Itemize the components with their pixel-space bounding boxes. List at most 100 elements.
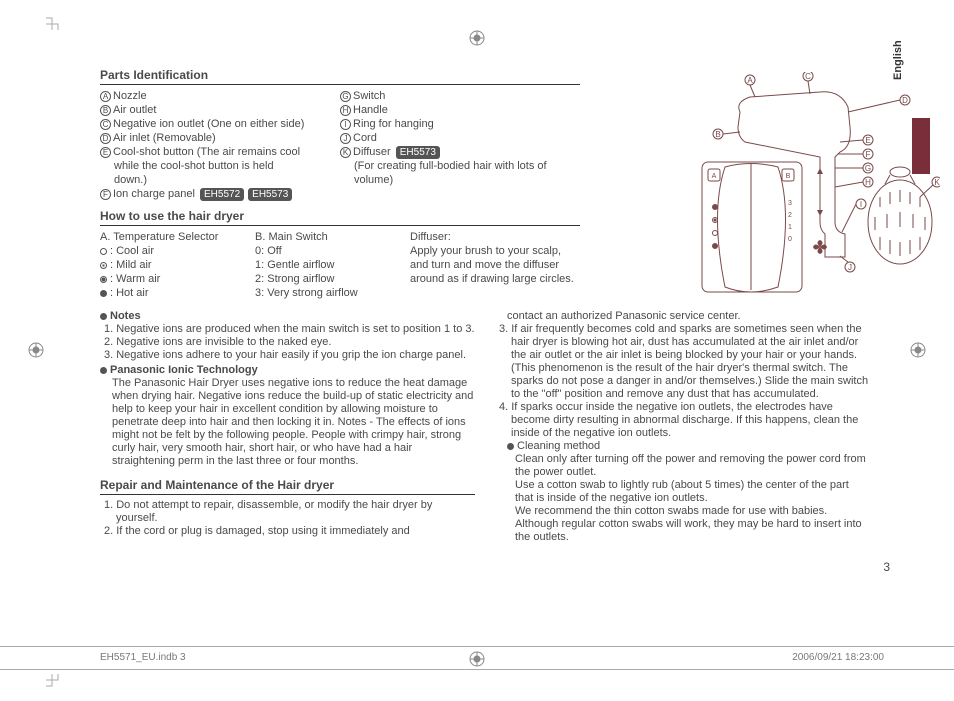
right-item4: 4. If sparks occur inside the negative i… [495,401,870,440]
svg-text:E: E [865,136,870,145]
part-b: Air outlet [113,104,156,116]
dot-icon [507,443,514,450]
part-k-note: (For creating full-bodied hair with lots… [340,159,580,187]
diagram-switch-a: A [712,173,717,180]
howto-columns: A. Temperature Selector : Cool air : Mil… [100,230,580,300]
ionic-label: Panasonic Ionic Technology [110,364,258,376]
switch-1: 1: Gentle airflow [255,258,410,272]
page-content: English Parts Identification ANozzle BAi… [100,68,890,544]
svg-text:G: G [865,164,871,173]
registration-mark-icon [469,30,485,46]
label-k-icon: K [340,147,351,158]
note-2: 2. Negative ions are invisible to the na… [100,336,475,349]
label-a-icon: A [100,91,111,102]
ionic-text: The Panasonic Hair Dryer uses negative i… [100,377,475,468]
heading-parts: Parts Identification [100,68,580,85]
temp-warm: : Warm air [110,273,160,285]
part-e-cont1: while the cool-shot button is held [100,159,340,173]
scale-0: 0 [788,236,792,243]
clean-2: Use a cotton swab to lightly rub (about … [495,479,870,505]
svg-text:K: K [934,178,940,187]
part-h: Handle [353,104,388,116]
heading-repair: Repair and Maintenance of the Hair dryer [100,478,475,495]
repair-2: 2. If the cord or plug is damaged, stop … [100,525,475,538]
part-e: Cool-shot button (The air remains cool [113,146,300,158]
switch-2: 2: Strong airflow [255,272,410,286]
label-g-icon: G [340,91,351,102]
label-b-icon: B [100,105,111,116]
part-c: Negative ion outlet (One on either side) [113,118,304,130]
registration-mark-icon [469,651,485,667]
scale-1: 1 [788,224,792,231]
label-c-icon: C [100,119,111,130]
howto-col-a: A. Temperature Selector : Cool air : Mil… [100,230,255,300]
registration-mark-icon [28,342,44,358]
temp-cool: : Cool air [110,245,154,257]
registration-mark-icon [910,342,926,358]
diagram-switch-b: B [786,173,791,180]
clean-label: Cleaning method [517,440,600,452]
svg-text:B: B [715,130,720,139]
note-3: 3. Negative ions adhere to your hair eas… [100,349,475,362]
repair-1: 1. Do not attempt to repair, disassemble… [100,499,475,525]
svg-text:J: J [848,263,852,272]
part-j: Cord [353,132,377,144]
heading-howto: How to use the hair dryer [100,209,580,226]
howto-c-title: Diffuser: [410,230,580,244]
badge-eh5572: EH5572 [200,188,244,201]
badge-eh5573-1: EH5573 [248,188,292,201]
switch-3: 3: Very strong airflow [255,286,410,300]
parts-columns: ANozzle BAir outlet CNegative ion outlet… [100,89,580,201]
temp-hot: : Hot air [110,287,149,299]
scale-2: 2 [788,212,792,219]
part-k: Diffuser [353,146,391,158]
part-i: Ring for hanging [353,118,434,130]
part-g: Switch [353,90,385,102]
howto-b-title: B. Main Switch [255,230,410,244]
hairdryer-diagram: A B 3 2 1 0 [690,72,940,312]
note-1: 1. Negative ions are produced when the m… [100,323,475,336]
crop-mark-icon [46,6,70,30]
temp-mild: : Mild air [110,259,152,271]
svg-text:A: A [747,76,753,85]
body-columns: Notes 1. Negative ions are produced when… [100,310,890,544]
footer-timestamp: 2006/09/21 18:23:00 [792,652,884,663]
part-d: Air inlet (Removable) [113,132,216,144]
howto-col-b: B. Main Switch 0: Off 1: Gentle airflow … [255,230,410,300]
svg-text:C: C [805,72,811,81]
label-e-icon: E [100,147,111,158]
label-j-icon: J [340,133,351,144]
parts-col-left: ANozzle BAir outlet CNegative ion outlet… [100,89,340,201]
crop-mark-icon [46,674,70,698]
part-a: Nozzle [113,90,147,102]
temp-icon-cool [100,248,107,255]
howto-a-title: A. Temperature Selector [100,230,255,244]
scale-3: 3 [788,200,792,207]
parts-col-right: GSwitch HHandle IRing for hanging JCord … [340,89,580,201]
body-col-left: Notes 1. Negative ions are produced when… [100,310,485,544]
part-f: Ion charge panel [113,188,195,200]
body-col-right: contact an authorized Panasonic service … [485,310,870,544]
page-number: 3 [883,560,890,574]
label-f-icon: F [100,189,111,200]
label-h-icon: H [340,105,351,116]
dot-icon [100,367,107,374]
clean-3: We recommend the thin cotton swabs made … [495,505,870,544]
badge-eh5573-2: EH5573 [396,146,440,159]
svg-text:F: F [866,150,871,159]
clean-1: Clean only after turning off the power a… [495,453,870,479]
label-i-icon: I [340,119,351,130]
svg-text:I: I [860,200,862,209]
svg-text:H: H [865,178,871,187]
notes-label: Notes [110,310,141,322]
temp-icon-hot [100,290,107,297]
label-d-icon: D [100,133,111,144]
right-item3: 3. If air frequently becomes cold and sp… [495,323,870,401]
diffuser-text: Apply your brush to your scalp, and turn… [410,244,580,286]
svg-text:D: D [902,96,908,105]
temp-icon-warm [100,276,107,283]
switch-0: 0: Off [255,244,410,258]
howto-col-c: Diffuser: Apply your brush to your scalp… [410,230,580,300]
part-e-cont2: down.) [100,173,340,187]
footer-filename: EH5571_EU.indb 3 [100,652,186,663]
